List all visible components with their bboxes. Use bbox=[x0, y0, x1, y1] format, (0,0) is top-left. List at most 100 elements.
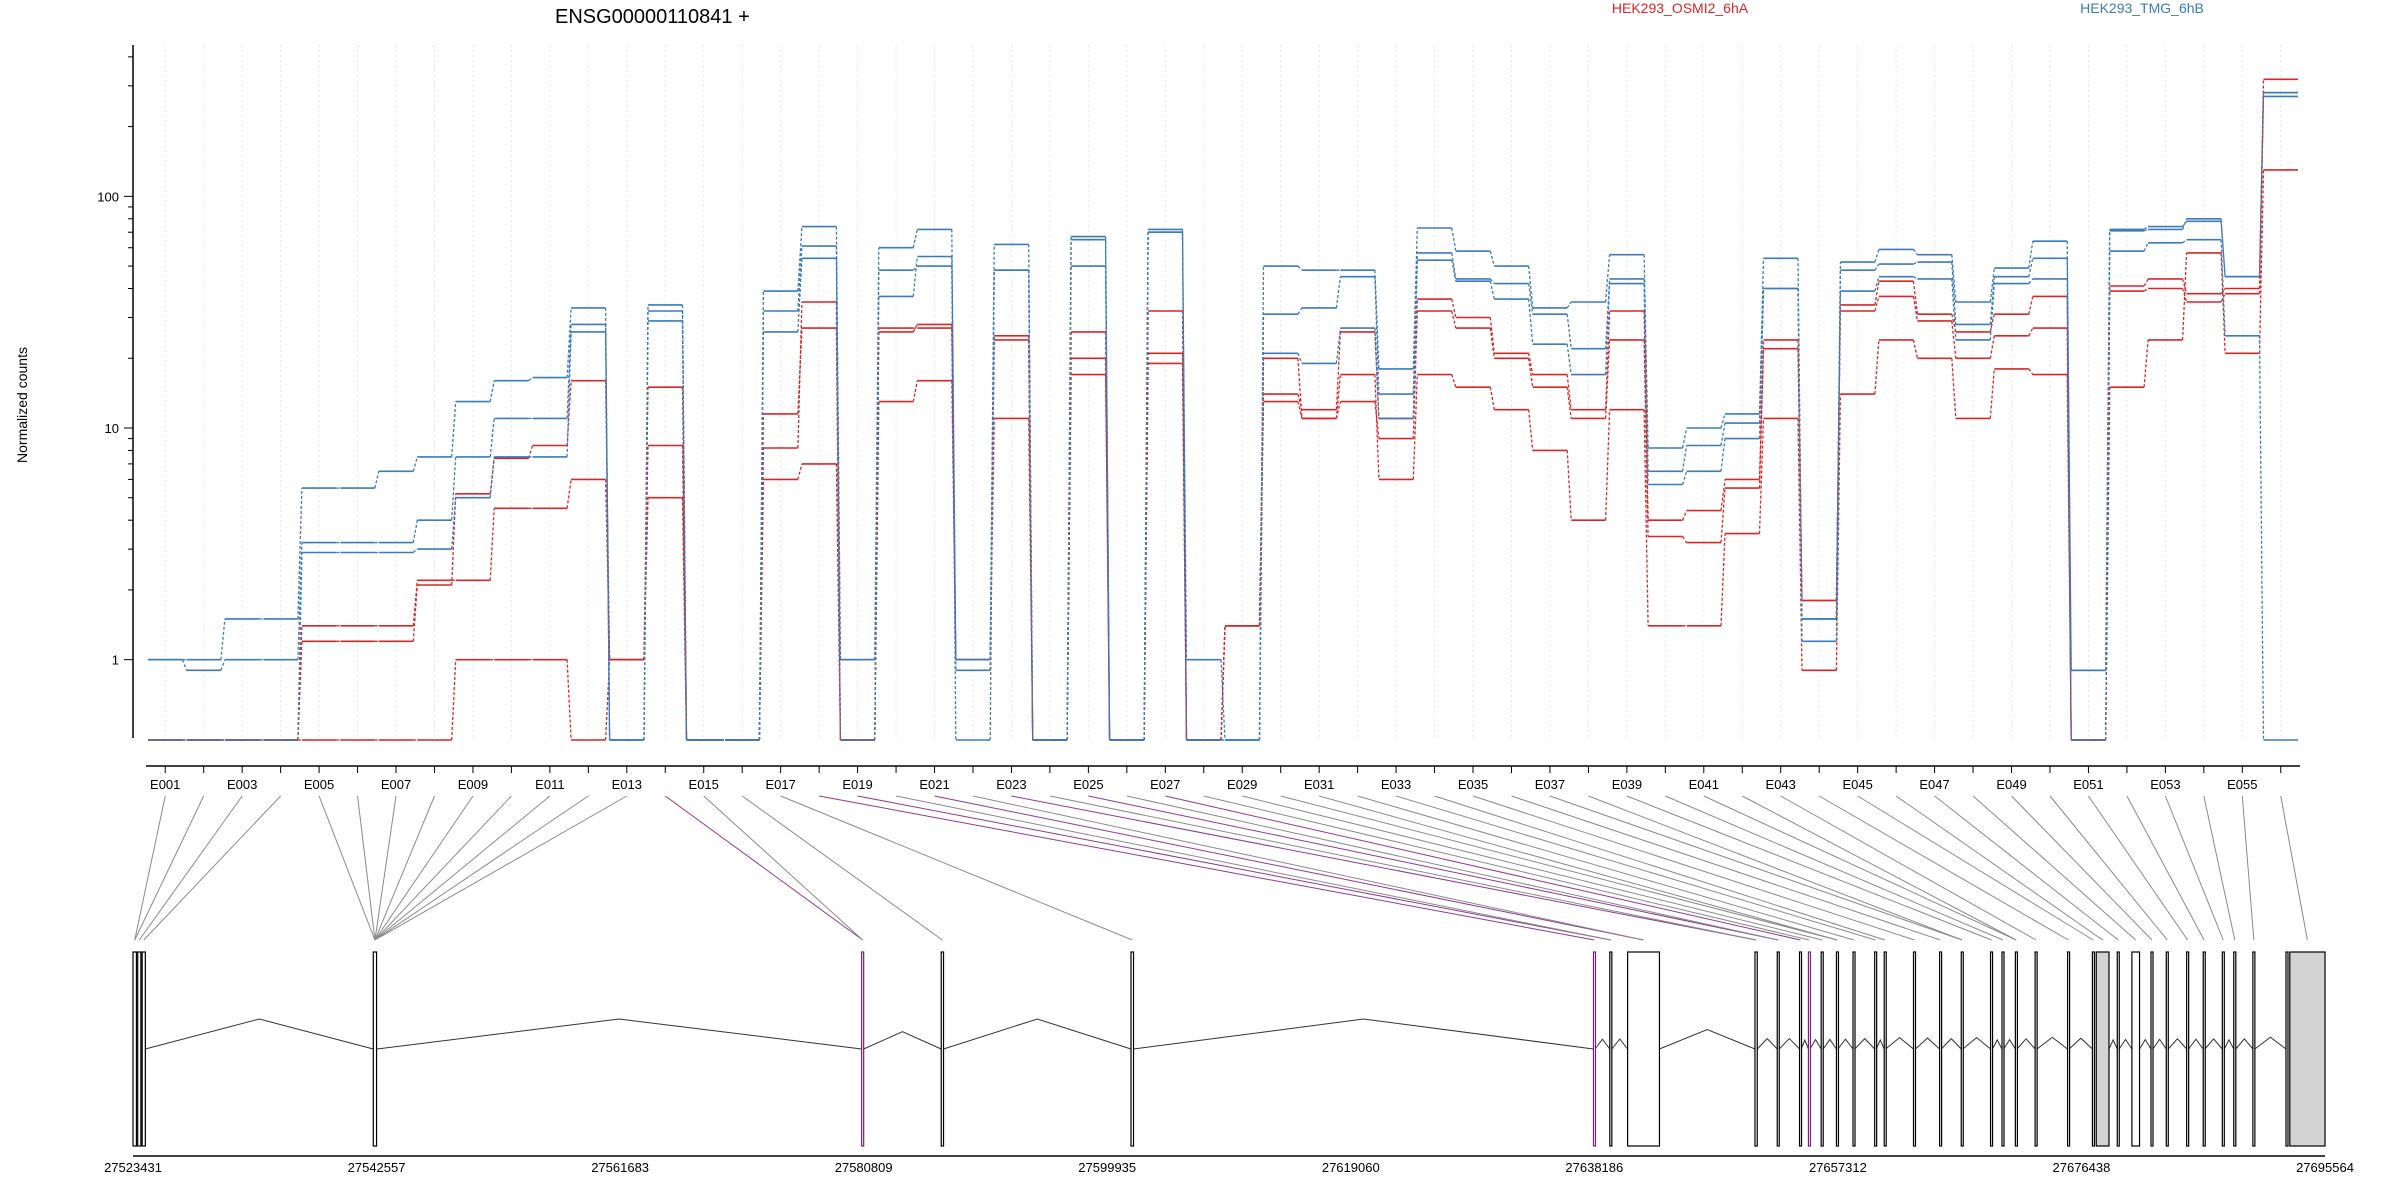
genomic-coordinate-label: 27580809 bbox=[835, 1160, 893, 1175]
genomic-coordinate-label: 27619060 bbox=[1322, 1160, 1380, 1175]
exon-box bbox=[2034, 951, 2038, 1147]
exon-box bbox=[1912, 951, 1917, 1147]
exon-connector bbox=[1165, 795, 1801, 941]
x-tick-label: E031 bbox=[1304, 777, 1334, 792]
exon-connector bbox=[2164, 795, 2224, 941]
exon-box bbox=[2150, 951, 2154, 1147]
x-tick-label: E027 bbox=[1150, 777, 1180, 792]
exon-connector bbox=[1934, 795, 2119, 941]
exon-box bbox=[1776, 951, 1780, 1147]
exon-box bbox=[2091, 951, 2096, 1147]
exon-box bbox=[2252, 951, 2256, 1147]
exon-box bbox=[2233, 951, 2237, 1147]
exon-box bbox=[2095, 951, 2110, 1147]
exon-connector bbox=[1742, 795, 2017, 941]
intron-line bbox=[943, 1018, 1132, 1050]
exon-connector bbox=[972, 795, 1644, 941]
exon-box bbox=[1130, 951, 1135, 1147]
intron-line bbox=[145, 1018, 374, 1050]
exon-connector bbox=[374, 795, 551, 941]
exon-connector bbox=[357, 795, 376, 941]
exon-connector bbox=[1319, 795, 1838, 941]
chart-title: ENSG00000110841 + bbox=[555, 6, 750, 28]
exon-connector bbox=[1818, 795, 2069, 941]
exon-box bbox=[1609, 951, 1613, 1147]
x-tick-label: E033 bbox=[1381, 777, 1411, 792]
exon-box bbox=[1820, 951, 1824, 1147]
legend-entry-osmi2: HEK293_OSMI2_6hA bbox=[1612, 0, 1749, 16]
exon-connector bbox=[1972, 795, 2137, 941]
x-tick-label: E039 bbox=[1612, 777, 1642, 792]
exon-connector bbox=[1703, 795, 2017, 941]
exon-connector bbox=[1203, 795, 1810, 941]
exon-connector bbox=[857, 795, 1611, 941]
x-tick-label: E011 bbox=[535, 777, 564, 792]
exon-connector bbox=[934, 795, 1644, 941]
exon-connector bbox=[143, 795, 281, 941]
x-tick-label: E003 bbox=[227, 777, 257, 792]
x-tick-label: E001 bbox=[150, 777, 180, 792]
exon-connector bbox=[2280, 795, 2308, 941]
series-connector-5 bbox=[182, 232, 2265, 741]
x-tick-label: E041 bbox=[1689, 777, 1719, 792]
exon-connector bbox=[664, 795, 863, 941]
intron-line bbox=[1778, 1037, 1800, 1050]
intron-line bbox=[1611, 1038, 1629, 1050]
y-tick-label: 100 bbox=[97, 189, 119, 204]
x-tick-label: E045 bbox=[1842, 777, 1872, 792]
genomic-coordinate-label: 27599935 bbox=[1078, 1160, 1136, 1175]
exon-box bbox=[861, 951, 865, 1147]
exon-connector bbox=[374, 795, 435, 941]
intron-line bbox=[1756, 1037, 1778, 1050]
exon-connector bbox=[374, 795, 512, 941]
series-line-5 bbox=[148, 231, 2298, 741]
x-tick-label: E037 bbox=[1535, 777, 1565, 792]
intron-line bbox=[1594, 1038, 1611, 1050]
exon-box bbox=[1939, 951, 1943, 1147]
genomic-coordinate-label: 27657312 bbox=[1809, 1160, 1867, 1175]
exon-connector bbox=[1665, 795, 2004, 941]
exon-connector bbox=[2126, 795, 2205, 941]
exon-connector bbox=[138, 795, 243, 941]
exon-connector bbox=[374, 795, 589, 941]
exon-box bbox=[141, 951, 146, 1147]
exon-connector bbox=[819, 795, 1595, 941]
genomic-coordinate-axis: 27523431 27542557 27561683 27580809 27599935… bbox=[104, 1160, 2354, 1175]
exon-box bbox=[1960, 951, 1964, 1147]
exon-connector bbox=[703, 795, 863, 941]
intron-line bbox=[1822, 1038, 1837, 1050]
exon-connector bbox=[780, 795, 1133, 941]
exon-connector bbox=[1588, 795, 1963, 941]
exon-connector bbox=[1895, 795, 2103, 941]
exon-box bbox=[372, 951, 378, 1147]
series-connector-4 bbox=[181, 92, 2265, 741]
x-tick-label: E043 bbox=[1766, 777, 1796, 792]
intron-line bbox=[2254, 1036, 2287, 1050]
exon-box bbox=[1835, 951, 1840, 1147]
intron-line bbox=[1962, 1037, 1991, 1050]
series-line-4 bbox=[148, 91, 2298, 741]
exon-box bbox=[132, 951, 138, 1147]
x-tick-label: E013 bbox=[612, 777, 642, 792]
x-tick-label: E047 bbox=[1919, 777, 1949, 792]
intron-line bbox=[1885, 1037, 1914, 1050]
exon-connector bbox=[1472, 795, 1915, 941]
exon-box bbox=[2116, 951, 2120, 1147]
x-tick-label: E005 bbox=[304, 777, 334, 792]
intron-line bbox=[1940, 1037, 1962, 1050]
y-axis: 1 10 100 bbox=[97, 45, 134, 738]
x-tick-label: E035 bbox=[1458, 777, 1488, 792]
intron-line bbox=[2167, 1038, 2188, 1050]
exon-box bbox=[1754, 951, 1758, 1147]
exon-connector bbox=[1857, 795, 2094, 941]
exon-connector bbox=[1088, 795, 1779, 941]
intron-line bbox=[2108, 1038, 2118, 1050]
intron-line bbox=[2036, 1036, 2068, 1050]
legend-entry-tmg: HEK293_TMG_6hB bbox=[2080, 0, 2204, 16]
x-tick-label: E029 bbox=[1227, 777, 1257, 792]
exon-box bbox=[1807, 951, 1812, 1147]
intron-line bbox=[1837, 1038, 1854, 1050]
exon-box bbox=[2066, 951, 2071, 1147]
intron-line bbox=[1133, 1018, 1594, 1050]
series-line-1 bbox=[148, 91, 2298, 741]
